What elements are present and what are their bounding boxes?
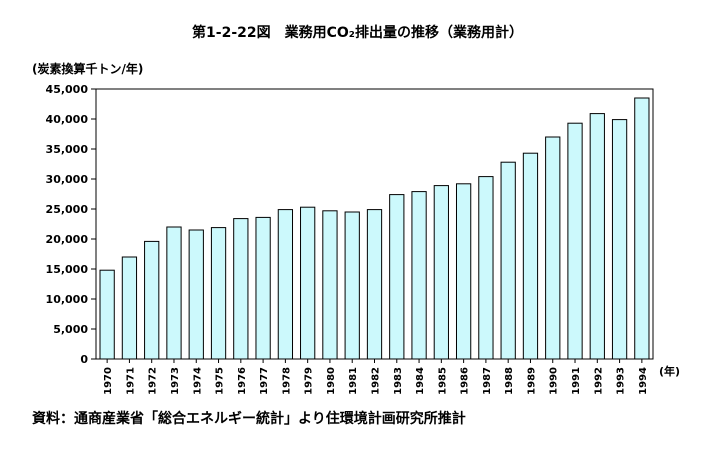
- chart-title: 第1-2-22図 業務用CO₂排出量の推移（業務用計）: [192, 25, 523, 41]
- x-tick-label: 1984: [415, 367, 426, 395]
- bar-1974: [188, 229, 204, 360]
- x-tick-label: 1972: [148, 367, 159, 395]
- x-tick-label: 1973: [170, 367, 181, 395]
- bar-1984: [411, 191, 427, 360]
- bar-1989: [522, 152, 539, 360]
- bar-1985: [433, 185, 449, 360]
- x-tick-label: 1970: [103, 367, 114, 395]
- x-axis-ticks: 1970 1971 1972 1973 1974 1975 1976 1977 1978 1979…: [103, 359, 649, 395]
- x-tick-label: 1975: [215, 367, 226, 395]
- bar-1970: [99, 269, 115, 360]
- y-tick-label: 30,000: [46, 173, 89, 186]
- x-tick-label: 1991: [571, 367, 582, 395]
- bar-1972: [144, 240, 160, 360]
- source-note: 資料：通商産業省「総合エネルギー統計」より住環境計画研究所推計: [32, 411, 466, 427]
- bar-1983: [389, 194, 405, 360]
- bar-1993: [611, 119, 628, 360]
- bar-1991: [567, 122, 583, 360]
- x-tick-label: 1979: [304, 367, 315, 395]
- y-tick-label: 20,000: [46, 233, 89, 246]
- bar-1976: [233, 218, 249, 360]
- x-tick-label: 1990: [549, 367, 560, 395]
- x-tick-label: 1988: [504, 367, 515, 395]
- bar-1978: [277, 209, 294, 360]
- bar-1979: [300, 206, 316, 360]
- y-tick-label: 10,000: [46, 293, 89, 306]
- x-axis-unit-label: (年): [659, 364, 680, 378]
- bar-1987: [478, 176, 494, 360]
- bar-1975: [210, 227, 227, 360]
- y-tick-label: 45,000: [46, 83, 89, 96]
- x-tick-label: 1974: [192, 367, 203, 395]
- x-tick-label: 1986: [460, 367, 471, 395]
- bar-1971: [121, 256, 138, 360]
- x-tick-label: 1987: [482, 367, 493, 395]
- y-axis-ticks: 0 5,000 10,000 15,000 20,000 25,000 30,000 35,0…: [46, 83, 96, 366]
- bars: [99, 97, 650, 360]
- x-tick-label: 1994: [638, 367, 649, 395]
- y-tick-label: 25,000: [46, 203, 89, 216]
- x-tick-label: 1993: [616, 367, 627, 395]
- y-tick-label: 5,000: [53, 323, 88, 336]
- bar-1981: [344, 211, 360, 360]
- bar-1988: [500, 161, 516, 360]
- x-tick-label: 1976: [237, 367, 248, 395]
- y-axis-unit-label: (炭素換算千トン/年): [32, 62, 144, 76]
- y-tick-label: 35,000: [46, 143, 89, 156]
- y-tick-label: 0: [80, 353, 88, 366]
- bar-1980: [322, 210, 338, 360]
- x-tick-label: 1977: [259, 367, 270, 395]
- x-tick-label: 1983: [393, 367, 404, 395]
- x-tick-label: 1971: [125, 367, 136, 395]
- bar-1982: [366, 209, 383, 360]
- bar-1994: [634, 97, 650, 360]
- x-tick-label: 1981: [348, 367, 359, 395]
- x-tick-label: 1985: [437, 367, 448, 395]
- y-tick-label: 40,000: [46, 113, 89, 126]
- bar-1973: [166, 226, 182, 360]
- x-tick-label: 1989: [526, 367, 537, 395]
- x-tick-label: 1992: [593, 367, 604, 395]
- bar-1986: [455, 183, 472, 360]
- plot-area-frame: [95, 88, 654, 360]
- x-tick-label: 1982: [371, 367, 382, 395]
- bar-1977: [255, 216, 271, 360]
- bar-1992: [589, 113, 605, 360]
- y-tick-label: 15,000: [46, 263, 89, 276]
- x-tick-label: 1980: [326, 367, 337, 395]
- x-tick-label: 1978: [281, 367, 292, 395]
- bar-1990: [545, 136, 561, 360]
